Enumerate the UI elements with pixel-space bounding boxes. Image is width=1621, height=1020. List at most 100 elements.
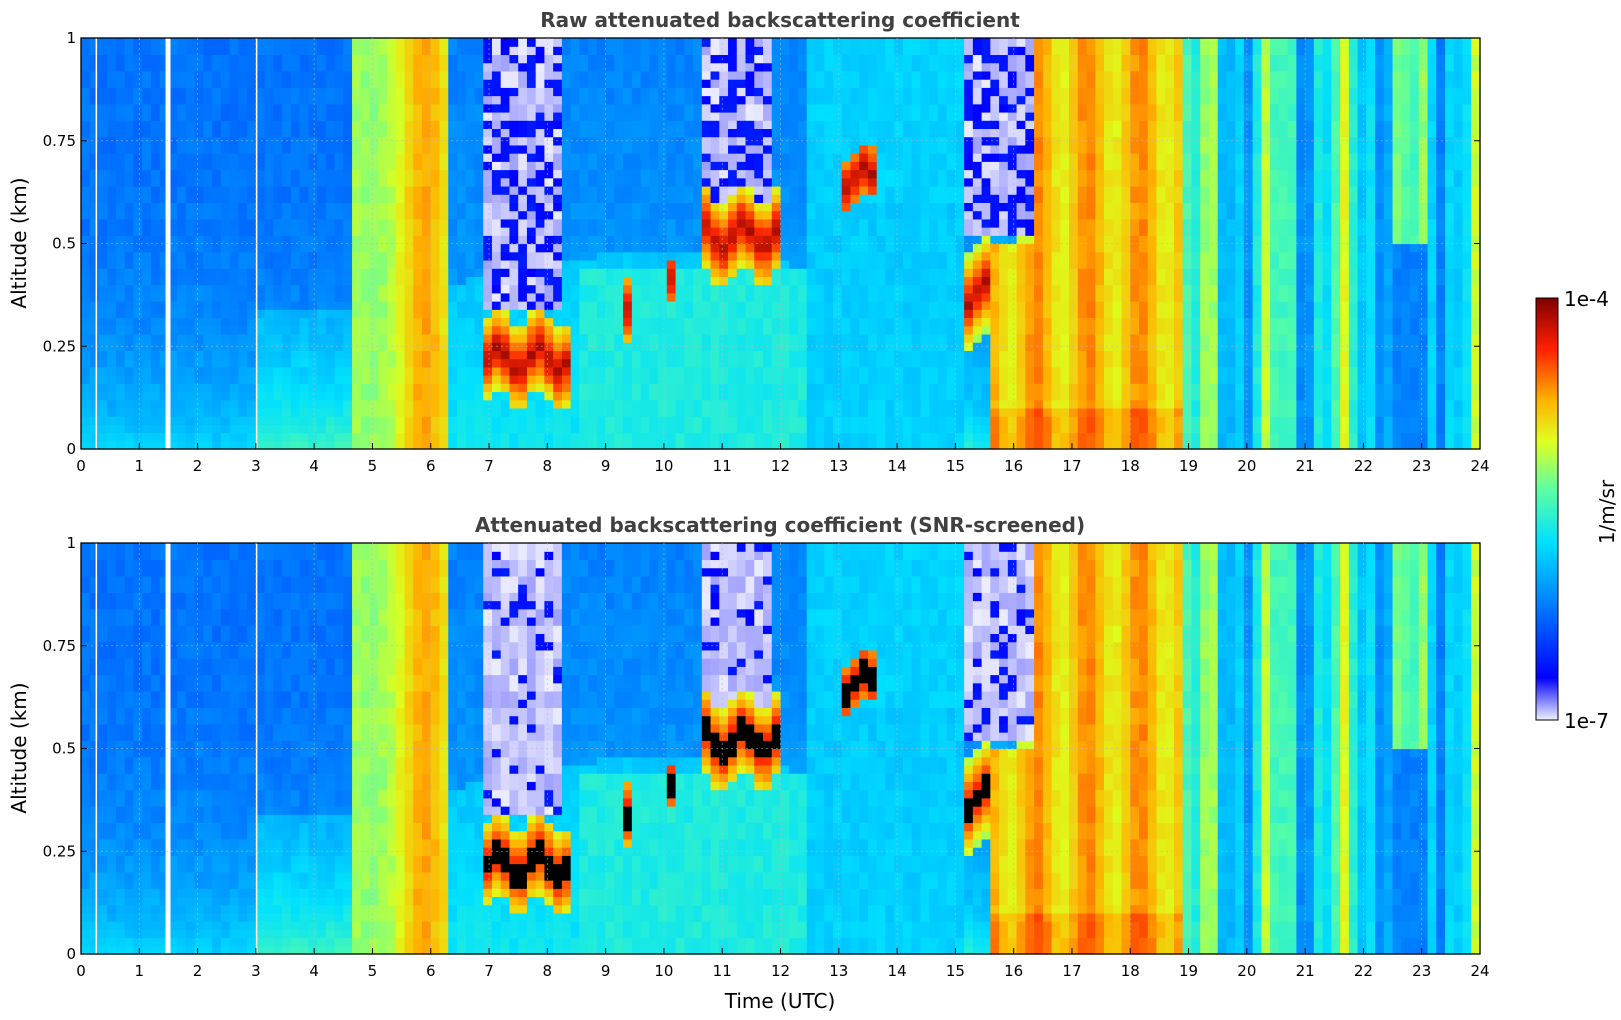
heatmap-cell [666, 153, 677, 162]
heatmap-cell [290, 177, 301, 187]
heatmap-cell [553, 333, 563, 343]
heatmap-cell [701, 399, 712, 409]
heatmap-cell [220, 128, 231, 138]
heatmap-cell [745, 235, 755, 245]
heatmap-cell [465, 111, 476, 121]
heatmap-cell [518, 243, 528, 253]
heatmap-cell [902, 350, 913, 360]
heatmap-cell [553, 301, 563, 310]
heatmap-cell [352, 128, 362, 138]
heatmap-cell [273, 120, 283, 130]
heatmap-cell [203, 383, 213, 393]
heatmap-cell [439, 424, 449, 434]
heatmap-cell [850, 144, 860, 154]
heatmap-cell [885, 416, 895, 425]
heatmap-cell [946, 407, 956, 417]
heatmap-cell [605, 227, 615, 236]
heatmap-cell [491, 194, 502, 203]
heatmap-cell [264, 399, 274, 409]
heatmap-cell [255, 251, 266, 261]
heatmap-cell [658, 243, 668, 253]
heatmap-cell [378, 268, 388, 277]
heatmap-cell [168, 128, 178, 138]
heatmap-cell [465, 407, 476, 417]
heatmap-cell [483, 62, 493, 72]
heatmap-cell [570, 440, 580, 450]
heatmap-cell [780, 54, 790, 64]
heatmap-cell [124, 407, 135, 417]
heatmap-cell [159, 120, 170, 130]
heatmap-cell [474, 169, 484, 179]
heatmap-cell [658, 95, 668, 105]
heatmap-cell [605, 301, 615, 310]
heatmap-cell [710, 120, 720, 130]
heatmap-cell [911, 292, 921, 302]
heatmap-cell [526, 301, 537, 310]
heatmap-cell [98, 292, 108, 302]
heatmap-cell [728, 87, 738, 97]
heatmap-cell [317, 177, 327, 187]
heatmap-cell [264, 218, 274, 228]
heatmap-cell [684, 177, 694, 187]
heatmap-cell [684, 144, 694, 154]
heatmap-cell [334, 333, 344, 343]
heatmap-cell [422, 407, 432, 417]
heatmap-cell [745, 292, 755, 302]
heatmap-cell [763, 432, 773, 442]
heatmap-cell [317, 38, 327, 47]
heatmap-cell [369, 259, 379, 269]
heatmap-cell [929, 218, 939, 228]
heatmap-cell [946, 251, 956, 261]
heatmap-cell [115, 342, 126, 351]
heatmap-cell [142, 111, 152, 121]
heatmap-cell [693, 317, 703, 327]
heatmap-cell [212, 424, 222, 434]
heatmap-cell [115, 202, 126, 212]
heatmap-cell [946, 169, 956, 179]
heatmap-cell [789, 366, 799, 376]
heatmap-cell [824, 120, 834, 130]
heatmap-cell [255, 153, 266, 162]
heatmap-cell [273, 375, 283, 384]
heatmap-cell [535, 342, 546, 351]
heatmap-cell [596, 185, 607, 195]
heatmap-cell [448, 317, 458, 327]
heatmap-cell [448, 268, 458, 277]
heatmap-cell [159, 407, 170, 417]
heatmap-cell [526, 284, 537, 294]
heatmap-cell [264, 407, 274, 417]
heatmap-cell [282, 366, 292, 376]
heatmap-cell [684, 46, 694, 56]
heatmap-cell [448, 333, 458, 343]
heatmap-cell [194, 440, 205, 450]
heatmap-cell [142, 128, 152, 138]
heatmap-cell [754, 103, 764, 113]
heatmap-cell [159, 54, 170, 64]
heatmap-cell [789, 342, 799, 351]
heatmap-cell [413, 276, 423, 286]
heatmap-cell [247, 432, 257, 442]
heatmap-cell [771, 358, 782, 368]
heatmap-cell [946, 144, 956, 154]
heatmap-cell [378, 111, 388, 121]
heatmap-cell [876, 169, 887, 179]
heatmap-cell [614, 185, 624, 195]
heatmap-cell [736, 301, 747, 310]
heatmap-cell [867, 235, 878, 245]
heatmap-cell [448, 325, 458, 335]
heatmap-cell [89, 259, 100, 269]
heatmap-cell [194, 301, 205, 310]
heatmap-cell [763, 227, 773, 236]
heatmap-cell [614, 177, 624, 187]
heatmap-cell [168, 243, 178, 253]
heatmap-cell [404, 292, 414, 302]
heatmap-cell [614, 292, 624, 302]
heatmap-cell [185, 383, 196, 393]
heatmap-cell [81, 268, 91, 277]
heatmap-cell [124, 251, 135, 261]
heatmap-cell [640, 407, 650, 417]
heatmap-cell [526, 366, 537, 376]
heatmap-cell [352, 424, 362, 434]
heatmap-cell [719, 153, 729, 162]
heatmap-cell [255, 136, 266, 146]
